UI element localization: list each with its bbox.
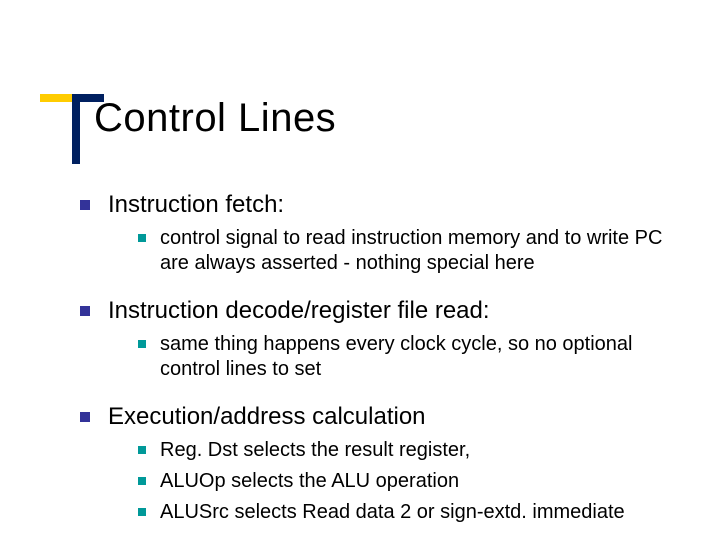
- list-subitem-text: same thing happens every clock cycle, so…: [160, 332, 680, 382]
- list-item: Instruction decode/register file read:: [80, 296, 680, 326]
- list-subitem-text: ALUOp selects the ALU operation: [160, 469, 459, 494]
- list-subitem: control signal to read instruction memor…: [138, 226, 680, 276]
- list-item: Execution/address calculation: [80, 402, 680, 432]
- title-accent-bar-yellow: [40, 94, 72, 102]
- list-item: Instruction fetch:: [80, 190, 680, 220]
- square-bullet-icon: [80, 200, 90, 210]
- list-item-text: Instruction decode/register file read:: [108, 296, 490, 326]
- slide-title: Control Lines: [94, 96, 336, 141]
- square-bullet-icon: [138, 234, 146, 242]
- slide: { "colors": { "accent_yellow": "#ffcc00"…: [0, 0, 720, 540]
- list-subitem-text: Reg. Dst selects the result register,: [160, 438, 470, 463]
- square-bullet-icon: [80, 306, 90, 316]
- square-bullet-icon: [138, 446, 146, 454]
- list-subitem: ALUSrc selects Read data 2 or sign-extd.…: [138, 500, 680, 525]
- list-subitem: same thing happens every clock cycle, so…: [138, 332, 680, 382]
- square-bullet-icon: [138, 477, 146, 485]
- square-bullet-icon: [138, 508, 146, 516]
- list-subitem-text: ALUSrc selects Read data 2 or sign-extd.…: [160, 500, 625, 525]
- list-subitem: ALUOp selects the ALU operation: [138, 469, 680, 494]
- list-subitem-text: control signal to read instruction memor…: [160, 226, 680, 276]
- list-item-text: Instruction fetch:: [108, 190, 284, 220]
- title-accent-bar-vert: [72, 102, 80, 164]
- square-bullet-icon: [138, 340, 146, 348]
- list-item-text: Execution/address calculation: [108, 402, 426, 432]
- slide-body: Instruction fetch: control signal to rea…: [80, 180, 680, 527]
- square-bullet-icon: [80, 412, 90, 422]
- list-subitem: Reg. Dst selects the result register,: [138, 438, 680, 463]
